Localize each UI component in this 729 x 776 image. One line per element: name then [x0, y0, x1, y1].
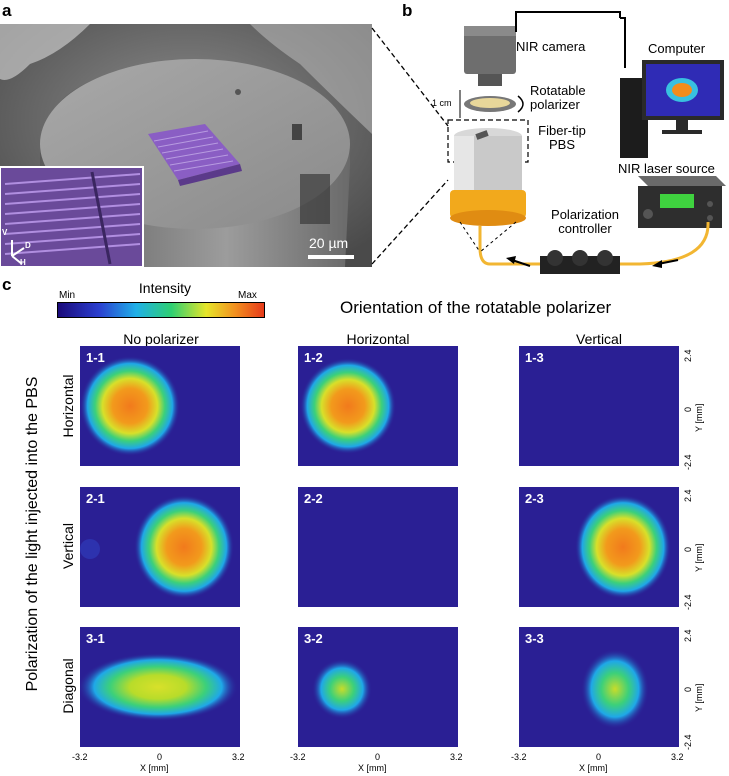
y-tick-zero-2: 0 — [683, 546, 693, 552]
pbs-structure — [148, 124, 242, 186]
row-header-1: Horizontal — [60, 374, 76, 438]
colorbar — [57, 302, 265, 318]
panel-id-1-3: 1-3 — [525, 350, 544, 365]
beam-spot — [300, 358, 396, 454]
x-axis-label-3: X [mm] — [579, 763, 608, 773]
axis-d-label: D — [25, 241, 31, 250]
x-tick-min-2: -3.2 — [290, 752, 306, 762]
y-tick-max-2: 2.4 — [683, 489, 693, 502]
beam-spot — [80, 356, 180, 456]
row-header-2: Vertical — [60, 523, 76, 569]
grid-title: Orientation of the rotatable polarizer — [340, 298, 612, 317]
axis-arrows — [11, 240, 25, 265]
colorbar-min: Min — [59, 290, 76, 301]
intensity-panel-3-3: 3-3 — [519, 627, 679, 747]
beam-spot — [575, 495, 671, 599]
column-header-2: Horizontal — [346, 331, 410, 347]
panel-label-c: c — [2, 275, 12, 294]
x-tick-min: -3.2 — [72, 752, 88, 762]
intensity-panel-2-1: 2-1 — [80, 487, 240, 607]
panel-id-1-1: 1-1 — [86, 350, 105, 365]
sem-inset — [0, 166, 144, 267]
row-axis-title: Polarization of the light injected into … — [24, 376, 41, 692]
panel-id-3-3: 3-3 — [525, 631, 544, 646]
intensity-panel-2-3: 2-3 — [519, 487, 679, 607]
one-cm-label: 1 cm — [432, 98, 452, 108]
x-tick-max-3: 3.2 — [671, 752, 684, 762]
x-tick-zero-2: 0 — [375, 752, 381, 762]
x-axis-label-2: X [mm] — [358, 763, 387, 773]
nir-camera-label: NIR camera — [516, 39, 586, 54]
colorbar-max: Max — [238, 290, 257, 301]
beam-spot — [312, 659, 372, 719]
panel-id-2-1: 2-1 — [86, 491, 105, 506]
y-tick-min-1: -2.4 — [683, 454, 693, 470]
intensity-panel-1-3: 1-3 — [519, 346, 679, 466]
y-tick-max-1: 2.4 — [683, 349, 693, 362]
panel-id-2-2: 2-2 — [304, 491, 323, 506]
x-tick-min-3: -3.2 — [511, 752, 527, 762]
y-axis-label-3: Y [mm] — [694, 683, 704, 712]
panel-id-3-1: 3-1 — [86, 631, 105, 646]
beam-spot — [80, 653, 238, 721]
x-axis-label: X [mm] — [140, 763, 169, 773]
fiber-holder-icon — [450, 128, 526, 226]
row-header-3: Diagonal — [60, 658, 76, 714]
panel-id-2-3: 2-3 — [525, 491, 544, 506]
intensity-panel-3-2: 3-2 — [298, 627, 458, 747]
column-header-3: Vertical — [576, 331, 622, 347]
scale-bar — [308, 255, 354, 259]
beam-spot — [80, 495, 234, 599]
sem-image — [0, 24, 372, 267]
x-tick-max-2: 3.2 — [450, 752, 463, 762]
intensity-panel-3-1: 3-1 — [80, 627, 240, 747]
y-tick-min-3: -2.4 — [683, 734, 693, 750]
panel-id-3-2: 3-2 — [304, 631, 323, 646]
y-axis-label-2: Y [mm] — [694, 543, 704, 572]
axis-h-label: H — [20, 258, 26, 267]
y-tick-zero-1: 0 — [683, 406, 693, 412]
computer-icon — [620, 60, 724, 158]
y-tick-max-3: 2.4 — [683, 629, 693, 642]
intensity-panel-1-2: 1-2 — [298, 346, 458, 466]
y-axis-label-1: Y [mm] — [694, 403, 704, 432]
intensity-panel-1-1: 1-1 — [80, 346, 240, 466]
column-header-1: No polarizer — [123, 331, 199, 347]
y-tick-zero-3: 0 — [683, 686, 693, 692]
computer-label: Computer — [648, 41, 706, 56]
axis-v-label: V — [2, 228, 8, 237]
fiber-tip-pbs-label: Fiber-tip PBS — [538, 123, 586, 152]
x-tick-zero: 0 — [157, 752, 163, 762]
x-tick-max: 3.2 — [232, 752, 245, 762]
rotatable-polarizer-icon — [464, 95, 524, 113]
colorbar-title: Intensity — [138, 280, 192, 296]
intensity-panel-2-2: 2-2 — [298, 487, 458, 607]
polarization-controller-label: Polarization controller — [551, 207, 619, 236]
zoom-lines — [371, 27, 449, 265]
rotatable-polarizer-label: Rotatable polarizer — [530, 83, 586, 112]
setup-diagram — [447, 11, 726, 274]
nir-camera-icon — [464, 26, 516, 86]
panel-id-1-2: 1-2 — [304, 350, 323, 365]
panel-label-b: b — [402, 1, 413, 20]
y-tick-min-2: -2.4 — [683, 594, 693, 610]
scale-bar-label: 20 µm — [309, 235, 349, 251]
x-tick-zero-3: 0 — [596, 752, 602, 762]
nir-laser-source-icon — [638, 176, 726, 228]
beam-spot — [581, 649, 649, 729]
nir-laser-source-label: NIR laser source — [618, 161, 715, 176]
panel-label-a: a — [2, 1, 12, 20]
polarization-controller-icon — [540, 250, 620, 274]
